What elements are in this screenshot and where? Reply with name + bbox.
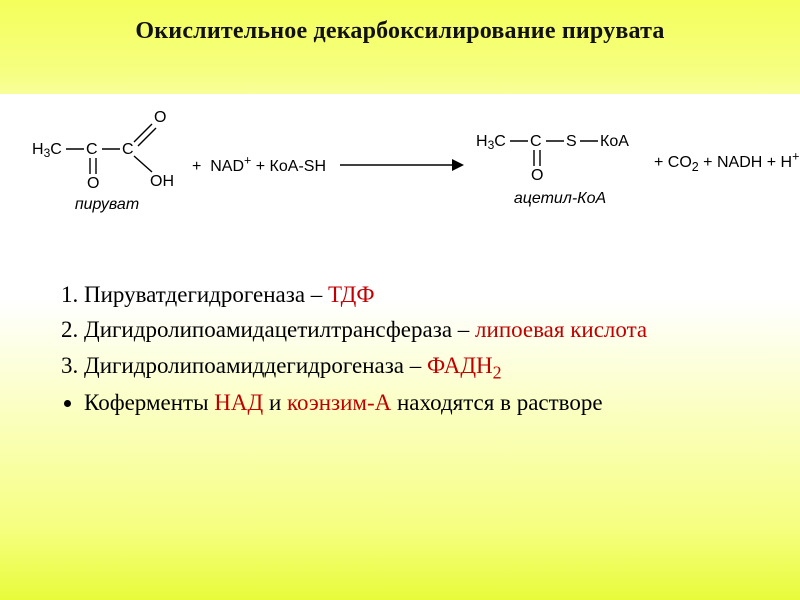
content-block: Пируватдегидрогеназа – ТДФ Дигидролипоам… [48, 280, 760, 418]
bullet-post: находятся в растворе [391, 390, 602, 415]
txt-s: S [566, 133, 577, 150]
mol-acetylcoa: H3C C S КоА O ацетил-КоА [476, 104, 644, 208]
enz2-name: Дигидролипоамидацетилтрансфераза [84, 317, 452, 342]
bullet-coenzymes: Коферменты НАД и коэнзим-А находятся в р… [84, 388, 760, 417]
enzyme-item-1: Пируватдегидрогеназа – ТДФ [84, 280, 760, 309]
txt-c2: C [122, 141, 134, 158]
pyruvate-svg: H3C C C O O [32, 104, 182, 190]
products-tail: + CO2 + NADH + H+ [654, 154, 799, 172]
txt-c3: C [530, 133, 542, 150]
plus-1: + [192, 158, 201, 175]
enz3-dash: – [404, 353, 427, 378]
label-acetylcoa: ацетил-КоА [514, 190, 606, 208]
txt-coa: КоА [600, 133, 629, 150]
enz3-name: Дигидролипоамиддегидрогеназа [84, 353, 404, 378]
label-pyruvate: пируват [75, 196, 139, 214]
reagents-left: + NAD+ + КоА-SH [192, 158, 326, 176]
enzyme-item-2: Дигидролипоамидацетилтрансфераза – липое… [84, 315, 760, 344]
acetylcoa-svg: H3C C S КоА O [476, 104, 644, 184]
enz1-name: Пируватдегидрогеназа [84, 282, 305, 307]
enzyme-item-3: Дигидролипоамиддегидрогеназа – ФАДН2 [84, 351, 760, 380]
txt-o-down: O [87, 175, 99, 190]
slide-title: Окислительное декарбоксилирование пирува… [0, 0, 800, 45]
txt-o-down-2: O [531, 167, 543, 184]
bullet-coenzA: коэнзим-А [287, 390, 391, 415]
txt-oh: OH [150, 173, 174, 190]
txt-c1: C [86, 141, 98, 158]
txt-o-up: O [154, 109, 166, 126]
bullet-pre: Коферменты [84, 390, 214, 415]
enz1-cof: ТДФ [328, 282, 374, 307]
enzyme-list: Пируватдегидрогеназа – ТДФ Дигидролипоам… [48, 280, 760, 380]
bullet-nad: НАД [214, 390, 263, 415]
txt-h3c: H3C [32, 141, 62, 160]
reaction-row: H3C C C O O [32, 104, 774, 214]
enz2-dash: – [452, 317, 475, 342]
txt-h3c-2: H3C [476, 133, 506, 152]
enz3-cof: ФАДН2 [427, 353, 502, 378]
reaction-equation: H3C C C O O [0, 94, 800, 226]
enz2-cof: липоевая кислота [475, 317, 647, 342]
reaction-arrow [336, 153, 466, 177]
slide: Окислительное декарбоксилирование пирува… [0, 0, 800, 600]
enz1-dash: – [305, 282, 328, 307]
bullet-mid: и [263, 390, 287, 415]
bullet-list: Коферменты НАД и коэнзим-А находятся в р… [48, 388, 760, 417]
mol-pyruvate: H3C C C O O [32, 104, 182, 214]
